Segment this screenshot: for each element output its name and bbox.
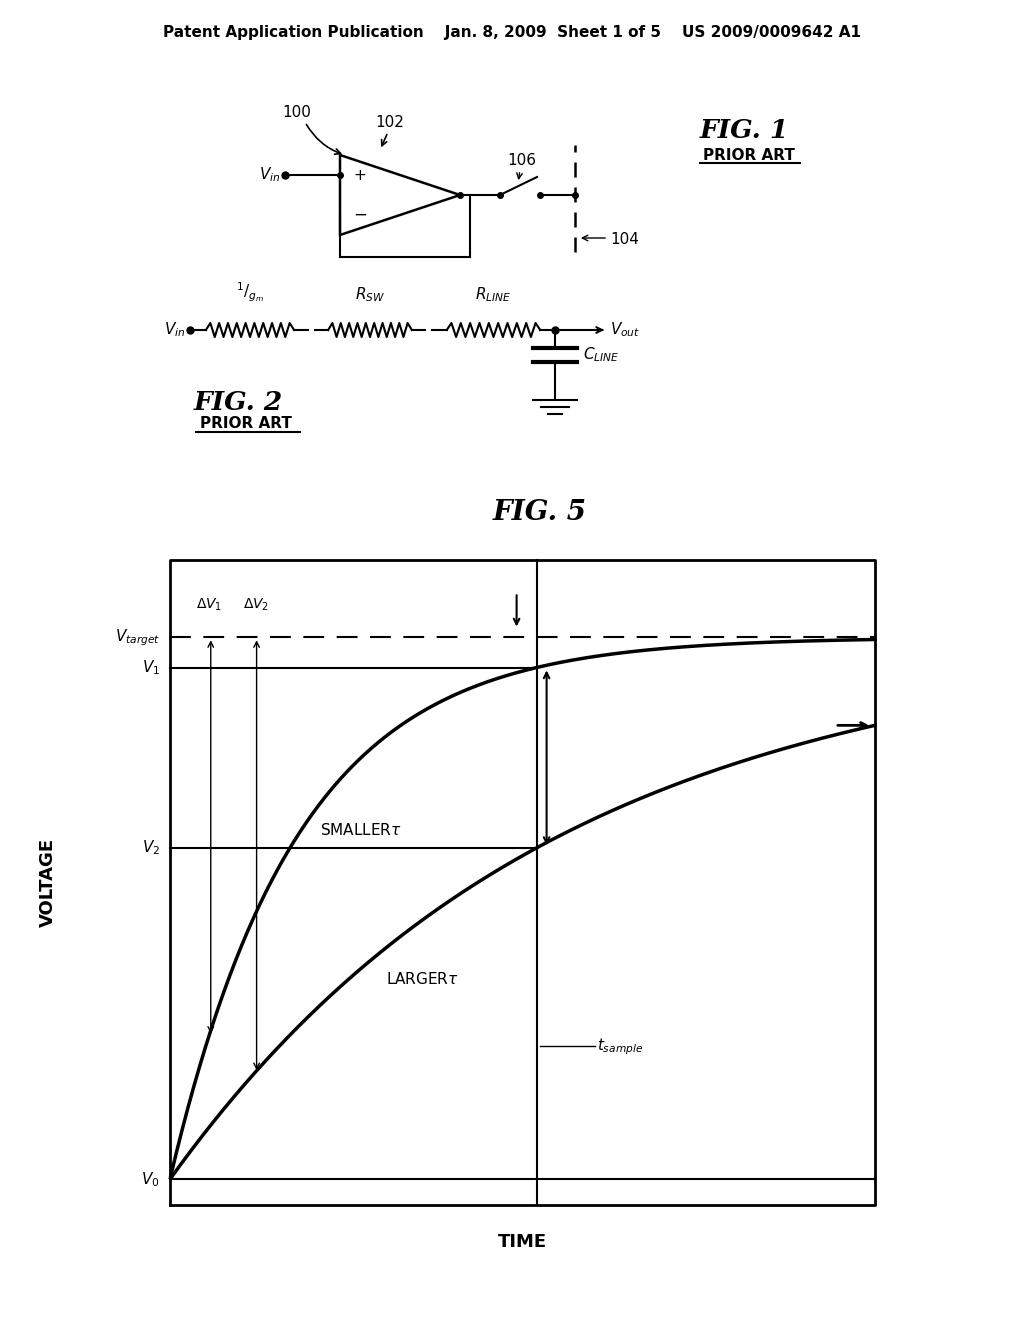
Text: $t_{sample}$: $t_{sample}$ (597, 1036, 643, 1057)
Text: VOLTAGE: VOLTAGE (39, 838, 57, 927)
Text: LARGER$\tau$: LARGER$\tau$ (386, 972, 460, 987)
Text: 102: 102 (376, 115, 404, 129)
Text: $R_{LINE}$: $R_{LINE}$ (475, 285, 512, 304)
Text: PRIOR ART: PRIOR ART (200, 417, 292, 432)
Text: $V_2$: $V_2$ (142, 838, 160, 857)
Text: Patent Application Publication    Jan. 8, 2009  Sheet 1 of 5    US 2009/0009642 : Patent Application Publication Jan. 8, 2… (163, 25, 861, 40)
Text: $R_{SW}$: $R_{SW}$ (355, 285, 385, 304)
Text: $V_1$: $V_1$ (142, 659, 160, 677)
Text: PRIOR ART: PRIOR ART (703, 148, 795, 162)
Text: FIG. 1: FIG. 1 (700, 117, 790, 143)
Text: SMALLER$\tau$: SMALLER$\tau$ (321, 822, 401, 838)
Text: $^{1}/_{g_m}$: $^{1}/_{g_m}$ (236, 281, 264, 304)
Text: $V_{target}$: $V_{target}$ (115, 627, 160, 648)
Text: $V_{out}$: $V_{out}$ (610, 321, 640, 339)
Text: $\Delta V_1$: $\Delta V_1$ (196, 597, 222, 614)
Text: $\Delta V_2$: $\Delta V_2$ (244, 597, 269, 614)
Text: +: + (353, 168, 367, 182)
Text: FIG. 2: FIG. 2 (194, 389, 284, 414)
Text: 100: 100 (282, 106, 311, 120)
Text: $C_{LINE}$: $C_{LINE}$ (583, 346, 620, 364)
Text: TIME: TIME (498, 1233, 547, 1251)
Text: $V_0$: $V_0$ (141, 1170, 160, 1188)
Text: $V_{in}$: $V_{in}$ (164, 321, 185, 339)
Text: FIG. 5: FIG. 5 (493, 499, 587, 525)
Text: 106: 106 (508, 153, 537, 168)
Text: $V_{in}$: $V_{in}$ (259, 165, 280, 185)
Text: 104: 104 (610, 232, 639, 248)
Text: −: − (353, 206, 367, 224)
